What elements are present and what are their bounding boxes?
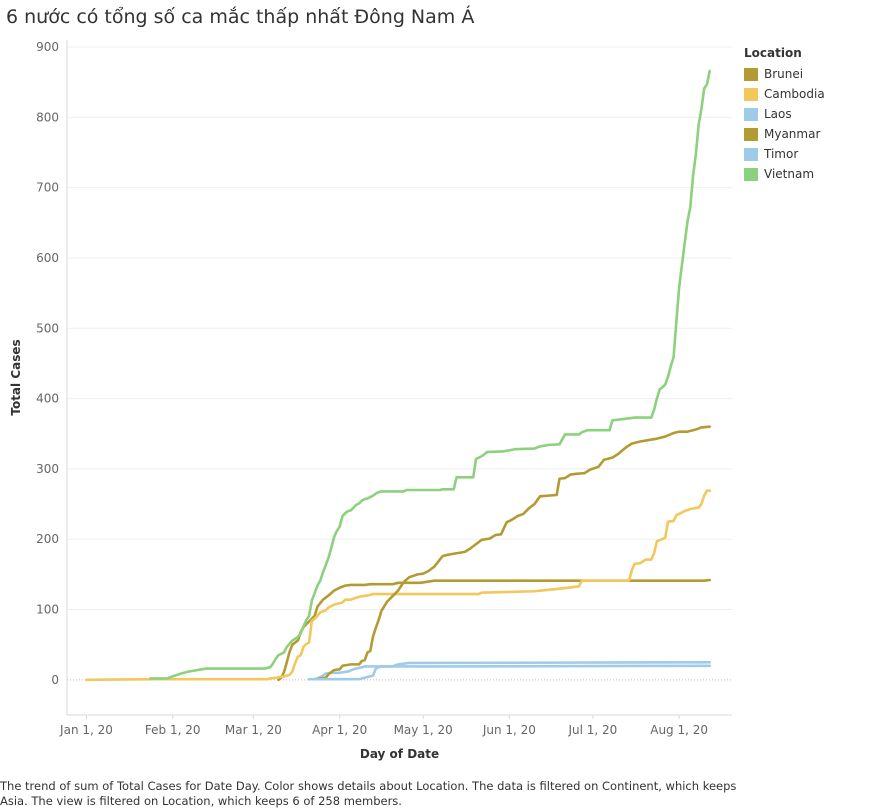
y-tick-label: 800 [36,110,59,124]
legend-swatch [744,147,758,161]
y-tick-label: 200 [36,532,59,546]
legend-item-cambodia[interactable]: Cambodia [744,84,876,104]
series-line-vietnam [149,69,712,680]
series-line-myanmar [313,425,712,681]
legend-swatch [744,67,758,81]
y-tick-label: 100 [36,603,59,617]
legend-swatch [744,167,758,181]
legend-label: Cambodia [764,87,825,101]
series-line-cambodia [85,489,712,682]
legend-item-brunei[interactable]: Brunei [744,64,876,84]
series-line-brunei [277,578,712,682]
legend-label: Laos [764,107,792,121]
y-tick-label: 700 [36,181,59,195]
legend-item-laos[interactable]: Laos [744,104,876,124]
legend-swatch [744,127,758,141]
x-tick-label: Jun 1, 20 [482,723,536,737]
chart-title: 6 nước có tổng số ca mắc thấp nhất Đông … [6,6,475,28]
series-line-timor [307,660,712,681]
y-axis-title: Total Cases [9,339,23,415]
y-tick-label: 500 [36,321,59,335]
y-tick-label: 300 [36,462,59,476]
legend-item-myanmar[interactable]: Myanmar [744,124,876,144]
legend: Location Brunei Cambodia Laos Myanmar Timor V… [744,46,876,184]
x-axis-title: Day of Date [360,747,439,761]
x-tick-label: May 1, 20 [394,723,453,737]
y-tick-label: 0 [51,673,59,687]
x-tick-label: Aug 1, 20 [650,723,708,737]
x-tick-label: Jan 1, 20 [59,723,113,737]
legend-label: Timor [764,147,799,161]
x-tick-label: Mar 1, 20 [225,723,282,737]
x-tick-label: Apr 1, 20 [312,723,367,737]
y-tick-label: 900 [36,40,59,54]
legend-label: Vietnam [764,167,815,181]
legend-swatch [744,87,758,101]
legend-title: Location [744,46,802,60]
legend-item-vietnam[interactable]: Vietnam [744,164,876,184]
y-tick-label: 400 [36,392,59,406]
legend-label: Brunei [764,67,804,81]
legend-items: Brunei Cambodia Laos Myanmar Timor Vietnam [744,64,876,184]
legend-item-timor[interactable]: Timor [744,144,876,164]
y-tick-label: 600 [36,251,59,265]
legend-swatch [744,107,758,121]
legend-label: Myanmar [764,127,821,141]
chart-caption: The trend of sum of Total Cases for Date… [0,779,737,808]
x-tick-label: Feb 1, 20 [145,723,201,737]
line-chart: 0 100 200 300 400 500 600 700 800 900 Jan 1, 20 Feb… [9,40,732,761]
x-tick-label: Jul 1, 20 [567,723,617,737]
